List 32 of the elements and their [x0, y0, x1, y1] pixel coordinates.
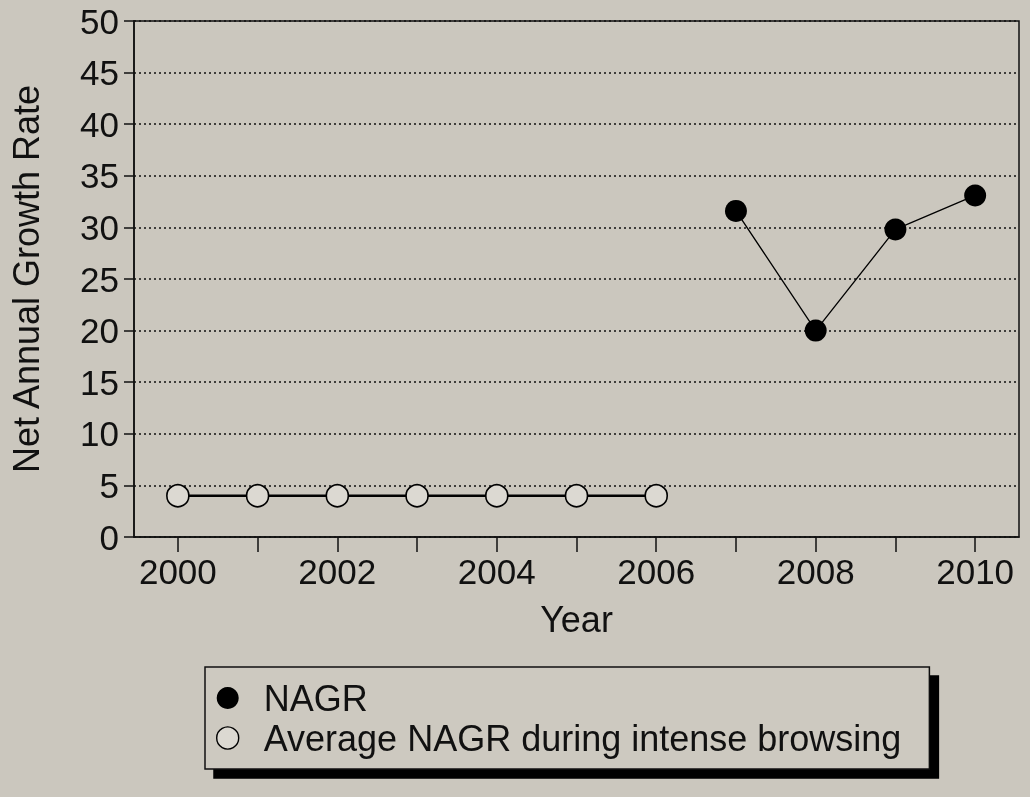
point	[245, 483, 270, 508]
legend-label: Average NAGR during intense browsing	[263, 717, 902, 759]
y-tick-label: 5	[99, 465, 119, 505]
point	[804, 319, 827, 342]
point	[964, 184, 987, 207]
point	[166, 483, 190, 508]
point	[564, 483, 589, 508]
x-tick-label: 2000	[138, 552, 217, 591]
point	[884, 218, 907, 241]
y-tick-label: 15	[80, 362, 119, 402]
y-tick-label: 0	[99, 517, 119, 557]
y-tick-label: 10	[80, 414, 119, 454]
point	[484, 483, 509, 508]
y-tick-label: 25	[80, 259, 119, 299]
y-tick-label: 30	[80, 207, 119, 247]
x-tick-label: 2006	[617, 552, 696, 591]
point	[724, 199, 747, 222]
y-tick-label: 35	[80, 156, 119, 196]
x-tick-label: 2008	[776, 552, 855, 591]
x-tick-label: 2002	[298, 552, 377, 591]
y-tick-label: 45	[80, 53, 119, 93]
point	[325, 483, 350, 508]
x-axis-title: Year	[540, 598, 613, 640]
x-tick-label: 2004	[457, 552, 536, 591]
y-tick-label: 40	[80, 104, 119, 144]
y-axis-title: Net Annual Growth Rate	[5, 84, 47, 474]
y-tick-label: 20	[80, 311, 119, 351]
point	[405, 483, 429, 508]
point	[644, 483, 669, 508]
y-tick-label: 50	[80, 1, 119, 41]
x-tick-label: 2010	[936, 552, 1015, 591]
legend-label: NAGR	[263, 677, 368, 719]
